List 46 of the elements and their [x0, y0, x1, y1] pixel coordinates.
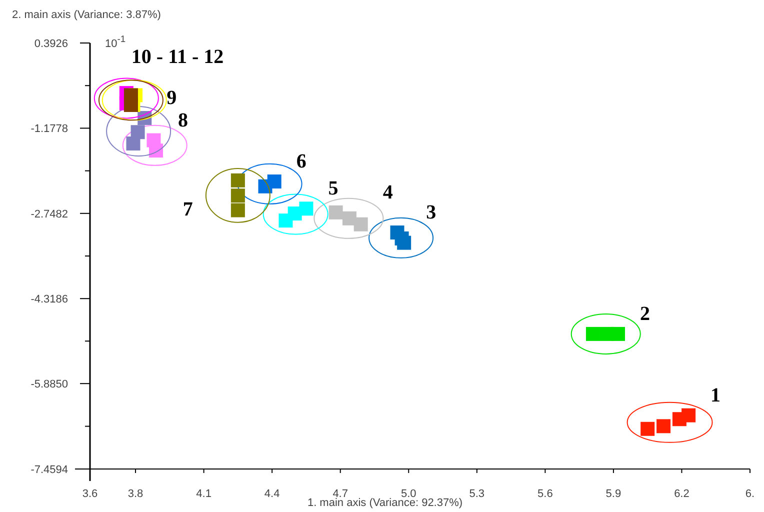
annotation: 4: [382, 181, 393, 204]
point: [586, 326, 600, 341]
point: [230, 203, 245, 218]
annotation: 3: [426, 201, 436, 224]
y-tick-label: 0.3926: [34, 38, 68, 50]
annotation: 5: [328, 178, 338, 200]
point: [640, 422, 655, 436]
point: [230, 188, 245, 203]
annotation: 8: [178, 109, 188, 132]
point: [328, 205, 343, 220]
point: [682, 408, 696, 422]
x-tick-label: 5.0: [400, 488, 416, 500]
x-axis-title: 1. main axis (Variance: 92.37%): [307, 497, 463, 509]
point: [149, 144, 163, 158]
annotation: 6: [296, 150, 306, 172]
annotation: 10$^{-1}$: [105, 34, 126, 50]
y-tick-label: -4.3186: [30, 294, 68, 306]
annotation: 2: [640, 302, 650, 325]
annotation: 7: [182, 198, 193, 220]
x-tick-label: 3.6: [82, 488, 98, 500]
annotation: 10 - 11 - 12: [131, 46, 224, 68]
point: [299, 202, 314, 216]
y-tick-label: -7.4594: [30, 464, 68, 476]
x-tick-label: 4.7: [332, 488, 348, 500]
x-tick-label: 5.6: [538, 488, 553, 500]
point: [230, 173, 245, 188]
point: [354, 217, 368, 232]
point: [656, 419, 671, 434]
point: [611, 326, 625, 341]
point: [267, 174, 282, 188]
annotation: 9: [166, 87, 177, 110]
x-tick-label: 4.4: [264, 488, 280, 500]
point: [126, 136, 140, 151]
y-axis-title: 2. main axis (Variance: 3.87%): [12, 9, 161, 21]
x-tick-label: 6.: [745, 488, 755, 500]
point: [124, 98, 138, 112]
y-tick-label: -2.7482: [30, 208, 68, 220]
x-tick-label: 4.1: [196, 488, 212, 500]
x-tick-label: 5.3: [469, 488, 485, 500]
annotation: 1: [710, 384, 721, 406]
x-tick-label: 3.8: [128, 488, 144, 500]
x-tick-label: 5.9: [606, 488, 622, 500]
y-tick-label: -1.1778: [30, 123, 68, 136]
point: [397, 236, 412, 250]
x-tick-label: 6.2: [674, 488, 690, 500]
y-tick-label: -5.8850: [30, 378, 68, 391]
